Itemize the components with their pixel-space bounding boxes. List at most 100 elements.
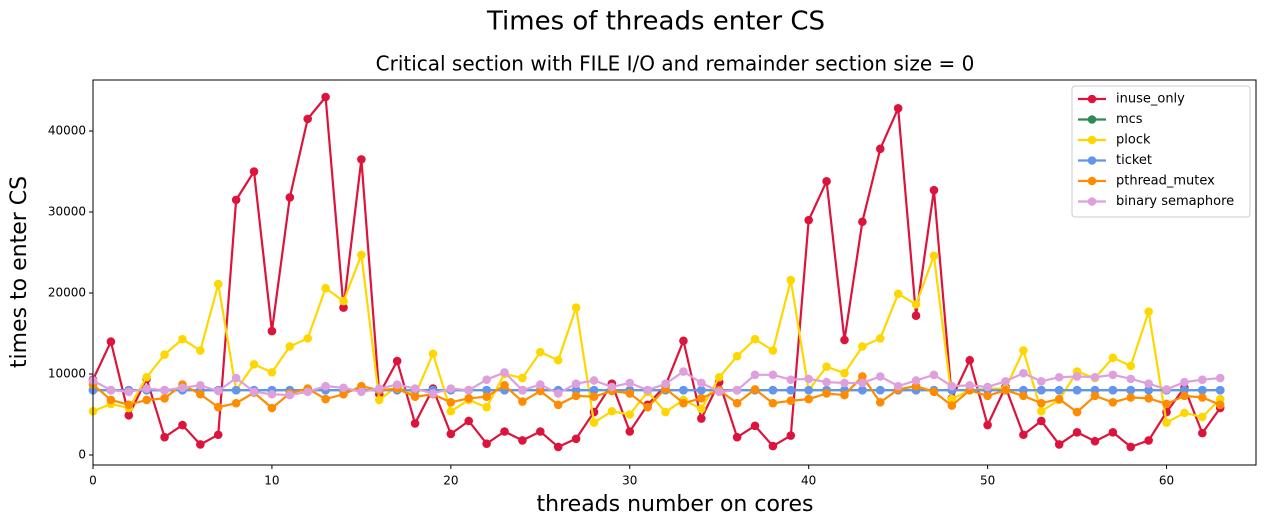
point xyxy=(768,370,778,380)
point xyxy=(1090,391,1100,401)
legend-marker xyxy=(1087,176,1097,186)
point xyxy=(893,381,903,391)
point xyxy=(1180,377,1189,387)
point xyxy=(822,389,831,398)
point xyxy=(249,359,259,369)
point xyxy=(965,381,975,390)
point xyxy=(714,387,724,397)
point xyxy=(196,440,205,449)
point xyxy=(106,395,116,405)
point xyxy=(446,406,456,416)
point xyxy=(1198,393,1207,402)
point xyxy=(625,389,635,398)
point xyxy=(679,336,688,346)
point xyxy=(1072,385,1082,395)
series-line xyxy=(92,374,1221,414)
point xyxy=(983,420,992,430)
point xyxy=(213,279,223,289)
point xyxy=(500,427,509,436)
point xyxy=(732,398,742,408)
y-tick-label: 40000 xyxy=(48,124,86,138)
point xyxy=(1108,353,1118,363)
point xyxy=(661,407,670,417)
point xyxy=(697,378,706,388)
point xyxy=(303,114,313,124)
point xyxy=(786,275,796,285)
point xyxy=(1036,406,1046,416)
point xyxy=(732,351,742,361)
legend-box xyxy=(1071,85,1251,218)
point xyxy=(196,381,205,390)
point xyxy=(500,368,509,377)
point xyxy=(679,398,688,408)
point xyxy=(607,382,617,392)
point xyxy=(303,387,313,397)
point xyxy=(1090,436,1100,446)
point xyxy=(410,384,420,393)
point xyxy=(446,384,456,393)
point xyxy=(858,342,867,351)
point xyxy=(1019,430,1028,440)
point xyxy=(625,410,635,419)
point xyxy=(410,419,420,428)
point xyxy=(1019,368,1028,378)
point xyxy=(482,439,491,448)
point xyxy=(1126,442,1136,452)
point xyxy=(321,283,330,293)
point xyxy=(1019,391,1028,401)
point xyxy=(339,296,348,306)
point xyxy=(875,334,885,343)
point xyxy=(1162,399,1171,409)
point xyxy=(625,427,635,436)
point xyxy=(840,335,849,345)
point xyxy=(536,347,545,357)
point xyxy=(1036,398,1046,408)
point xyxy=(160,432,169,442)
point xyxy=(1198,385,1207,395)
point xyxy=(518,373,527,383)
legend-marker xyxy=(1087,197,1097,206)
point xyxy=(1162,385,1171,394)
point xyxy=(160,350,169,359)
point xyxy=(571,391,581,401)
point xyxy=(106,385,116,395)
point xyxy=(231,398,241,408)
point xyxy=(374,395,384,405)
point xyxy=(697,414,706,423)
point xyxy=(446,398,456,407)
y-tick-label: 10000 xyxy=(48,367,86,381)
point xyxy=(1126,361,1136,371)
point xyxy=(213,402,223,412)
point xyxy=(589,418,599,427)
point xyxy=(285,390,295,400)
point xyxy=(536,380,545,389)
point xyxy=(786,375,796,384)
point xyxy=(428,389,438,398)
point xyxy=(1036,416,1046,426)
point xyxy=(804,385,813,395)
point xyxy=(392,380,402,389)
legend-label: plock xyxy=(1116,133,1151,148)
point xyxy=(553,442,563,452)
point xyxy=(732,432,742,442)
point xyxy=(500,381,509,390)
x-tick-label: 60 xyxy=(1159,474,1174,488)
point xyxy=(213,386,223,396)
point xyxy=(893,104,903,113)
point xyxy=(679,385,688,395)
point xyxy=(321,92,330,102)
point xyxy=(1108,398,1118,407)
point xyxy=(983,382,992,392)
point xyxy=(679,367,688,376)
point xyxy=(893,289,903,299)
point xyxy=(1144,436,1153,445)
point xyxy=(1126,374,1136,384)
point xyxy=(339,383,348,393)
point xyxy=(1215,400,1225,410)
point xyxy=(321,381,330,391)
x-tick-label: 20 xyxy=(443,474,458,488)
point xyxy=(732,385,742,395)
point xyxy=(1090,372,1100,382)
point xyxy=(822,377,831,387)
